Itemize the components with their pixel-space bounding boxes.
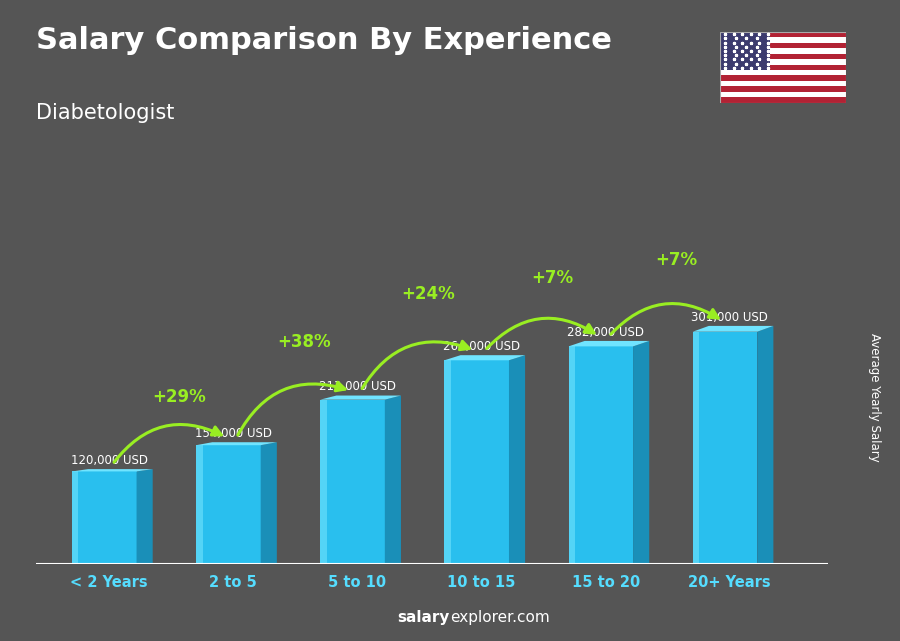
Polygon shape [569, 346, 633, 564]
Polygon shape [320, 399, 327, 564]
Text: salary: salary [398, 610, 450, 625]
Polygon shape [445, 355, 525, 360]
Polygon shape [72, 469, 153, 471]
Bar [720, 54, 846, 59]
Polygon shape [320, 399, 385, 564]
Bar [720, 48, 846, 54]
Polygon shape [320, 395, 401, 399]
Text: < 2 Years: < 2 Years [70, 574, 148, 590]
Polygon shape [633, 341, 649, 564]
Polygon shape [72, 471, 137, 564]
Polygon shape [693, 326, 773, 332]
Bar [720, 65, 846, 70]
Polygon shape [569, 341, 649, 346]
Bar [720, 76, 846, 81]
Text: Average Yearly Salary: Average Yearly Salary [868, 333, 881, 462]
Polygon shape [261, 442, 277, 564]
Polygon shape [445, 360, 509, 564]
Polygon shape [757, 326, 773, 564]
Text: +24%: +24% [400, 285, 454, 303]
Text: Salary Comparison By Experience: Salary Comparison By Experience [36, 26, 612, 54]
Polygon shape [196, 445, 202, 564]
Text: 154,000 USD: 154,000 USD [194, 427, 272, 440]
Text: 10 to 15: 10 to 15 [447, 574, 516, 590]
Polygon shape [693, 332, 757, 564]
Text: 301,000 USD: 301,000 USD [691, 311, 769, 324]
Text: 5 to 10: 5 to 10 [328, 574, 386, 590]
Polygon shape [385, 395, 401, 564]
Text: 15 to 20: 15 to 20 [572, 574, 640, 590]
Polygon shape [569, 346, 575, 564]
Text: 120,000 USD: 120,000 USD [70, 454, 148, 467]
Bar [720, 32, 846, 37]
Text: +7%: +7% [655, 251, 698, 269]
Bar [720, 59, 846, 65]
Polygon shape [72, 471, 78, 564]
Polygon shape [196, 442, 277, 445]
Text: +29%: +29% [153, 388, 206, 406]
Bar [720, 81, 846, 87]
Text: 264,000 USD: 264,000 USD [443, 340, 520, 353]
Text: 2 to 5: 2 to 5 [210, 574, 257, 590]
Text: +7%: +7% [531, 269, 573, 287]
Bar [720, 92, 846, 97]
Text: 213,000 USD: 213,000 USD [319, 380, 396, 393]
Bar [720, 87, 846, 92]
Text: 282,000 USD: 282,000 USD [567, 326, 644, 338]
Text: +38%: +38% [277, 333, 330, 351]
Bar [720, 70, 846, 76]
Bar [720, 32, 770, 70]
Bar [720, 43, 846, 48]
Polygon shape [509, 355, 525, 564]
Polygon shape [693, 332, 699, 564]
Text: 20+ Years: 20+ Years [688, 574, 771, 590]
Text: explorer.com: explorer.com [450, 610, 550, 625]
Polygon shape [196, 445, 261, 564]
Bar [720, 37, 846, 43]
Polygon shape [137, 469, 153, 564]
Text: Diabetologist: Diabetologist [36, 103, 175, 122]
Polygon shape [445, 360, 451, 564]
Bar [720, 97, 846, 103]
